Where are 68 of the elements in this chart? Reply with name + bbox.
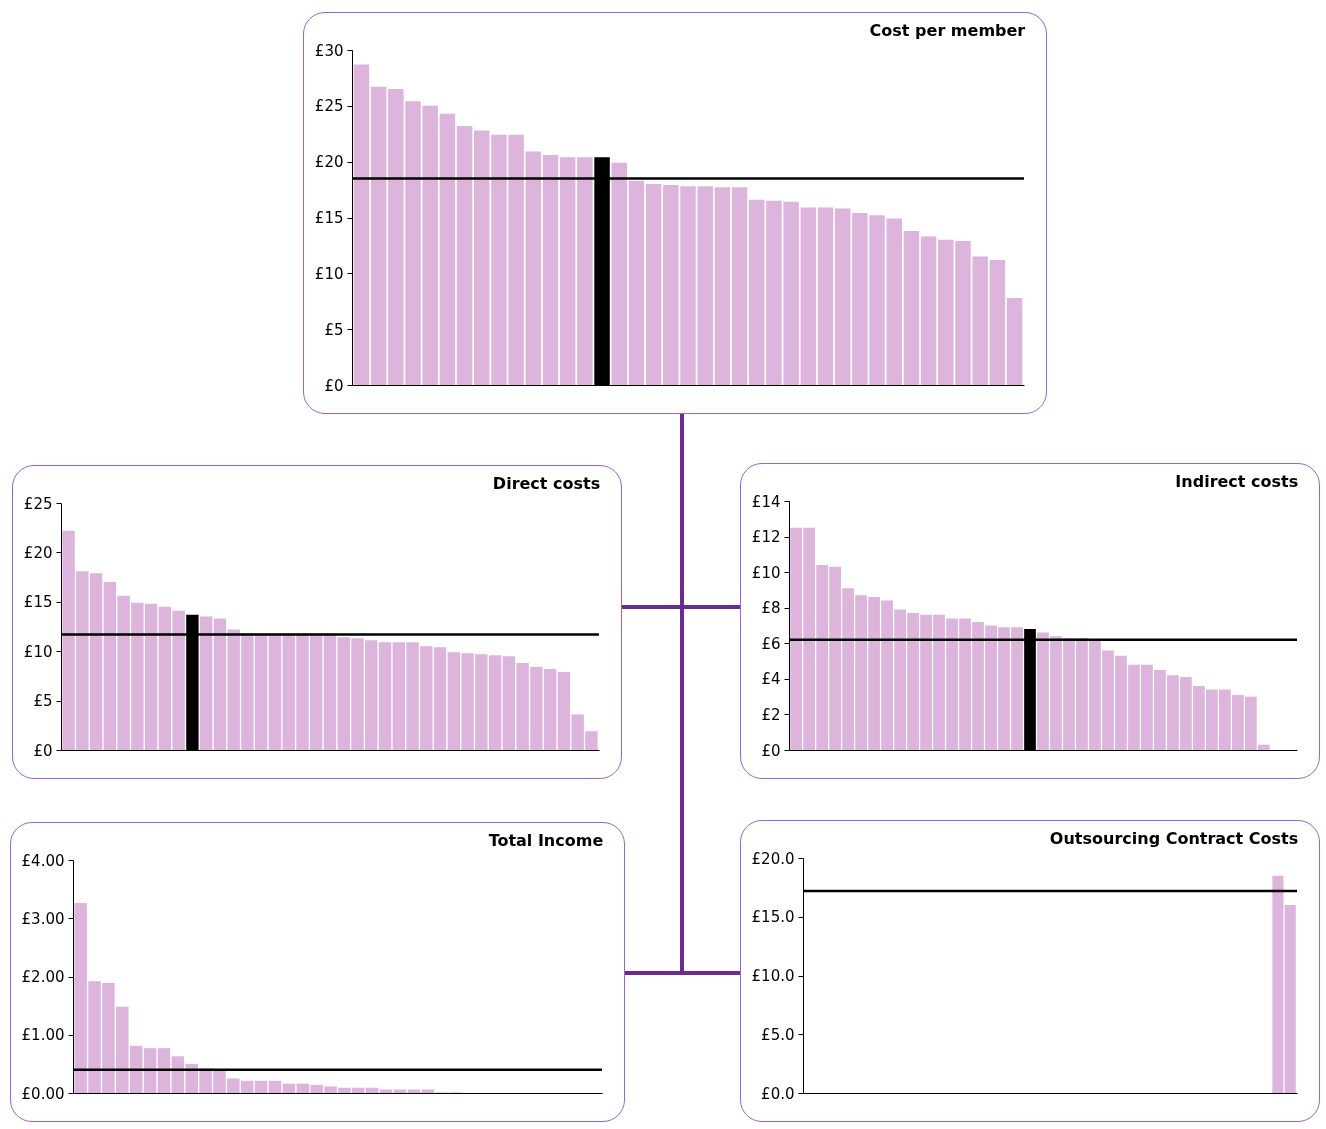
bar (254, 1080, 268, 1093)
bar (989, 259, 1006, 385)
bar (1006, 297, 1023, 385)
bar (731, 187, 748, 385)
bar (143, 1048, 157, 1093)
y-tick-label: £20.0 (751, 849, 795, 868)
bar (903, 230, 920, 385)
y-tick-label: £14 (751, 492, 781, 511)
bar (886, 218, 902, 385)
bar (559, 157, 576, 385)
y-tick-label: £5 (324, 320, 344, 339)
y-tick-label: £10 (751, 563, 781, 582)
bar (800, 207, 817, 385)
bar (817, 207, 834, 385)
y-tick-label: £6 (761, 634, 781, 653)
bar (714, 187, 731, 385)
chart-title: Indirect costs (1175, 472, 1299, 491)
y-tick-label: £25 (314, 97, 344, 116)
y-tick-label: £15 (314, 209, 344, 227)
y-tick-label: £15.0 (751, 908, 795, 927)
y-tick-label: £1.00 (21, 1026, 65, 1045)
bar (834, 208, 851, 385)
y-tick-label: £4 (761, 670, 781, 689)
chart-title: Total Income (488, 831, 604, 850)
bar (474, 130, 490, 385)
bar (378, 642, 392, 750)
y-tick-label: £4.00 (21, 851, 65, 870)
bar (370, 86, 387, 385)
y-tick-label: £12 (751, 528, 781, 547)
bar (199, 616, 213, 750)
bar (920, 236, 937, 385)
chart-title: Cost per member (869, 21, 1026, 40)
y-tick-label: £5 (33, 692, 53, 711)
y-tick-label: £5.0 (761, 1025, 795, 1044)
y-tick-label: £10.0 (751, 967, 795, 985)
bar (323, 633, 337, 750)
bar (456, 125, 473, 385)
y-tick-label: £0 (761, 741, 781, 760)
y-tick-label: £2.00 (21, 968, 65, 986)
bar (577, 157, 593, 385)
y-tick-label: £0.0 (761, 1084, 795, 1103)
chart-title: Direct costs (492, 474, 601, 493)
bar (611, 162, 627, 385)
bar (749, 199, 765, 385)
y-tick-label: £20 (23, 543, 53, 562)
y-tick-label: £15 (23, 593, 53, 612)
y-tick-label: £0 (324, 376, 344, 395)
bar (282, 1083, 296, 1093)
bar (542, 154, 559, 385)
y-tick-label: £10 (23, 642, 53, 661)
y-tick-label: £3.00 (21, 909, 65, 928)
bar (628, 180, 645, 385)
bar (525, 151, 542, 385)
y-tick-label: £20 (314, 153, 344, 172)
y-tick-label: £10 (314, 264, 344, 283)
y-tick-label: £8 (761, 599, 781, 618)
y-tick-label: £25 (23, 494, 53, 513)
chart-title: Outsourcing Contract Costs (1049, 829, 1299, 848)
bar (645, 184, 662, 385)
bar (268, 1080, 282, 1093)
y-tick-label: £0 (33, 741, 53, 760)
y-tick-label: £0.00 (21, 1084, 65, 1103)
bar (157, 1048, 171, 1093)
y-tick-label: £30 (314, 41, 344, 60)
y-tick-label: £2 (761, 705, 781, 724)
bar (353, 64, 370, 385)
bar (268, 633, 282, 750)
bar (439, 113, 456, 385)
